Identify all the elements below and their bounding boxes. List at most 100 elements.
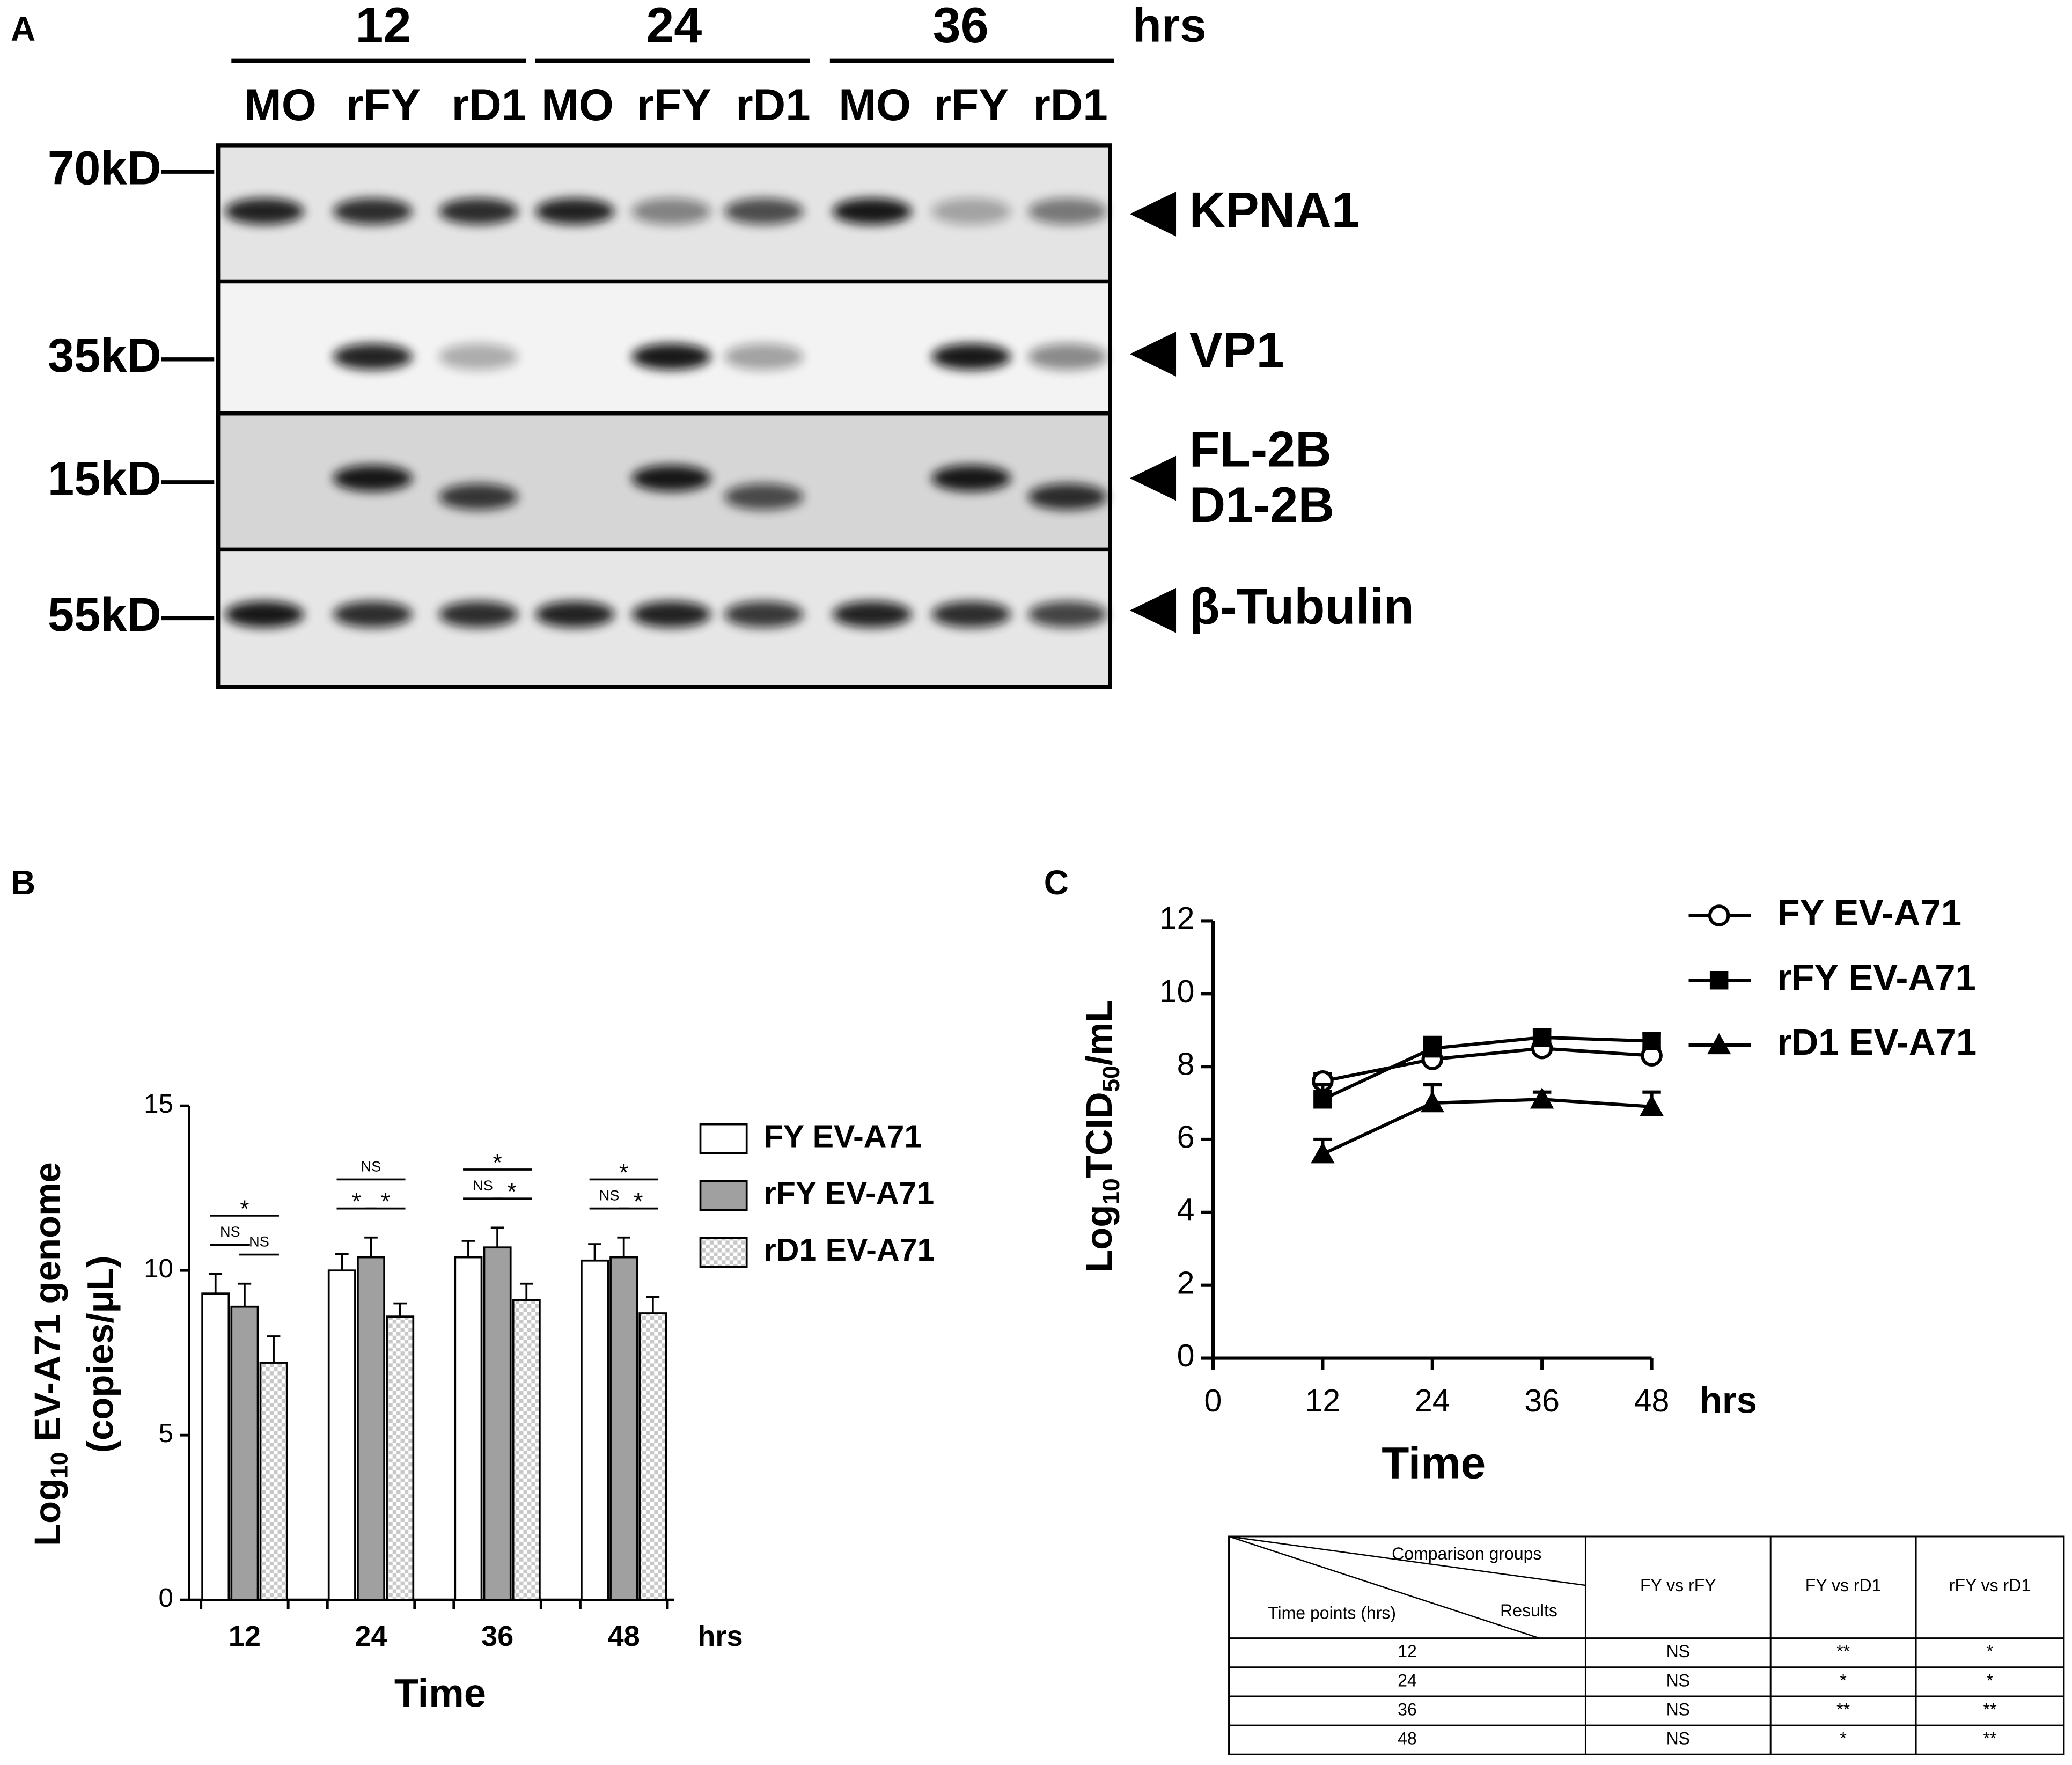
y-axis-label: Log10TCID50/mL xyxy=(1078,1000,1124,1273)
bar xyxy=(386,1315,415,1601)
lane-label: rD1 xyxy=(736,79,811,130)
error-bar xyxy=(364,1236,378,1257)
band xyxy=(724,483,804,510)
y-label-part: Log xyxy=(27,1479,68,1546)
band xyxy=(438,343,518,370)
significance-label: NS xyxy=(361,1158,381,1174)
band xyxy=(333,343,413,370)
y-tick-label: 10 xyxy=(144,1254,173,1283)
y-tick-label: 4 xyxy=(1177,1192,1195,1227)
y-label-part: Log xyxy=(1078,1205,1120,1273)
bar xyxy=(327,1269,356,1601)
bar xyxy=(201,1292,230,1601)
band xyxy=(224,198,304,225)
series-line xyxy=(1322,1035,1652,1101)
marker xyxy=(1530,1087,1554,1109)
marker xyxy=(1642,1032,1661,1050)
y-tick-label: 2 xyxy=(1177,1264,1195,1300)
band xyxy=(631,465,711,492)
error-bar xyxy=(588,1243,601,1261)
y-axis-label: (copies/μL) xyxy=(80,1255,121,1453)
bar xyxy=(483,1246,512,1601)
error-bar xyxy=(646,1296,660,1313)
y-label-part: /mL xyxy=(1078,1000,1120,1066)
lane-label: MO xyxy=(839,79,911,130)
x-axis-label: Time xyxy=(1382,1438,1486,1488)
series-line xyxy=(1322,1098,1652,1156)
table-text: 24 xyxy=(1398,1671,1417,1690)
error-bar xyxy=(519,1282,533,1300)
panel-label: B xyxy=(11,863,35,902)
y-label-subscript: 10 xyxy=(1098,1178,1125,1204)
legend-swatch xyxy=(699,1180,748,1211)
table-text: Comparison groups xyxy=(1392,1544,1541,1563)
marker xyxy=(1532,1028,1552,1047)
y-label-subscript: 50 xyxy=(1098,1065,1125,1092)
band xyxy=(931,601,1011,628)
lane-label: rFY xyxy=(934,79,1009,130)
lane-label: MO xyxy=(244,79,317,130)
lane-label: rD1 xyxy=(452,79,527,130)
marker-label: 70kD xyxy=(48,142,161,195)
table-text: * xyxy=(1840,1671,1846,1690)
y-label-subscript: 10 xyxy=(46,1452,72,1478)
x-unit: hrs xyxy=(1700,1379,1757,1421)
table-diagonal xyxy=(1229,1535,1586,1586)
arrowhead xyxy=(1129,332,1177,377)
bar xyxy=(512,1299,541,1601)
marker xyxy=(1311,1142,1335,1164)
y-tick-label: 15 xyxy=(144,1089,173,1119)
legend-label: rD1 EV-A71 xyxy=(1777,1021,1977,1063)
lane-label: rD1 xyxy=(1033,79,1108,130)
x-tick-label: 36 xyxy=(481,1620,513,1652)
band xyxy=(631,601,711,628)
x-unit: hrs xyxy=(697,1620,743,1652)
legend-swatch xyxy=(699,1123,748,1154)
lane-label: rFY xyxy=(636,79,711,130)
table-text: NS xyxy=(1666,1729,1690,1748)
x-axis-label: Time xyxy=(394,1671,486,1715)
time-label: 36 xyxy=(933,0,989,53)
table-text: ** xyxy=(1983,1729,1997,1748)
table-border xyxy=(1228,1535,2065,1755)
error-bar xyxy=(393,1302,407,1317)
band xyxy=(438,601,518,628)
band xyxy=(931,198,1011,225)
x-tick-label: 0 xyxy=(1204,1382,1222,1418)
band xyxy=(724,198,804,225)
table-text: rFY vs rD1 xyxy=(1949,1576,2031,1595)
error-bar xyxy=(209,1273,223,1294)
error-bar xyxy=(490,1226,504,1248)
y-tick-label: 12 xyxy=(1159,900,1195,936)
band xyxy=(333,198,413,225)
marker xyxy=(1640,1094,1664,1116)
band xyxy=(631,343,711,370)
significance-label: * xyxy=(619,1159,628,1186)
table-text: Time points (hrs) xyxy=(1268,1604,1396,1623)
bar xyxy=(357,1256,385,1601)
time-label: 24 xyxy=(646,0,702,53)
significance-label: * xyxy=(493,1150,502,1176)
table-text: NS xyxy=(1666,1700,1690,1719)
y-tick-label: 0 xyxy=(1177,1337,1195,1373)
bar xyxy=(609,1256,638,1601)
bar xyxy=(454,1256,483,1601)
panel-label: A xyxy=(11,10,35,48)
legend-label: rD1 EV-A71 xyxy=(764,1232,935,1268)
y-axis-label: Log10 EV-A71 genome xyxy=(27,1162,72,1546)
error-bar xyxy=(335,1253,349,1271)
significance-label: NS xyxy=(220,1223,240,1240)
significance-label: NS xyxy=(473,1177,493,1194)
bar xyxy=(230,1305,259,1601)
table-text: * xyxy=(1840,1729,1846,1748)
y-label-part: TCID xyxy=(1078,1092,1120,1179)
legend-label: FY EV-A71 xyxy=(1777,892,1962,933)
band-label: VP1 xyxy=(1189,322,1284,378)
time-unit: hrs xyxy=(1133,0,1207,52)
band xyxy=(535,198,615,225)
band xyxy=(333,465,413,492)
table-text: * xyxy=(1987,1642,1993,1661)
band xyxy=(438,198,518,225)
table-text: ** xyxy=(1836,1642,1850,1661)
